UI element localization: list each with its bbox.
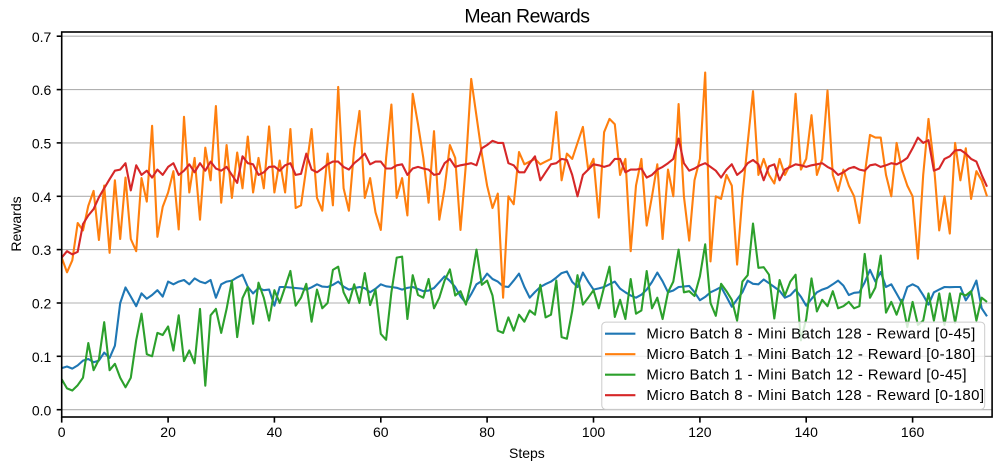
svg-text:Steps: Steps bbox=[509, 445, 545, 461]
svg-text:40: 40 bbox=[267, 424, 283, 440]
svg-text:140: 140 bbox=[795, 424, 819, 440]
svg-text:0.5: 0.5 bbox=[32, 136, 52, 152]
svg-text:Rewards: Rewards bbox=[8, 196, 24, 251]
svg-text:0.3: 0.3 bbox=[32, 242, 52, 258]
svg-text:100: 100 bbox=[582, 424, 606, 440]
svg-text:0.6: 0.6 bbox=[32, 82, 52, 98]
svg-text:0.7: 0.7 bbox=[32, 29, 52, 45]
svg-text:160: 160 bbox=[901, 424, 925, 440]
svg-text:Micro Batch 8 - Mini Batch 128: Micro Batch 8 - Mini Batch 128 - Reward … bbox=[646, 387, 984, 404]
svg-text:0: 0 bbox=[58, 424, 66, 440]
svg-text:0.4: 0.4 bbox=[32, 189, 52, 205]
svg-text:Micro Batch 1 - Mini Batch 12: Micro Batch 1 - Mini Batch 12 - Reward [… bbox=[646, 346, 975, 363]
svg-text:Micro Batch 8 - Mini Batch 128: Micro Batch 8 - Mini Batch 128 - Reward … bbox=[646, 326, 975, 343]
svg-text:Micro Batch 1 - Mini Batch 12: Micro Batch 1 - Mini Batch 12 - Reward [… bbox=[646, 367, 967, 384]
svg-text:Mean Rewards: Mean Rewards bbox=[464, 6, 590, 28]
svg-text:0.1: 0.1 bbox=[32, 349, 52, 365]
svg-text:0.0: 0.0 bbox=[32, 402, 52, 418]
svg-text:60: 60 bbox=[373, 424, 389, 440]
svg-text:20: 20 bbox=[160, 424, 176, 440]
svg-text:0.2: 0.2 bbox=[32, 296, 52, 312]
svg-text:80: 80 bbox=[479, 424, 495, 440]
svg-text:120: 120 bbox=[688, 424, 712, 440]
